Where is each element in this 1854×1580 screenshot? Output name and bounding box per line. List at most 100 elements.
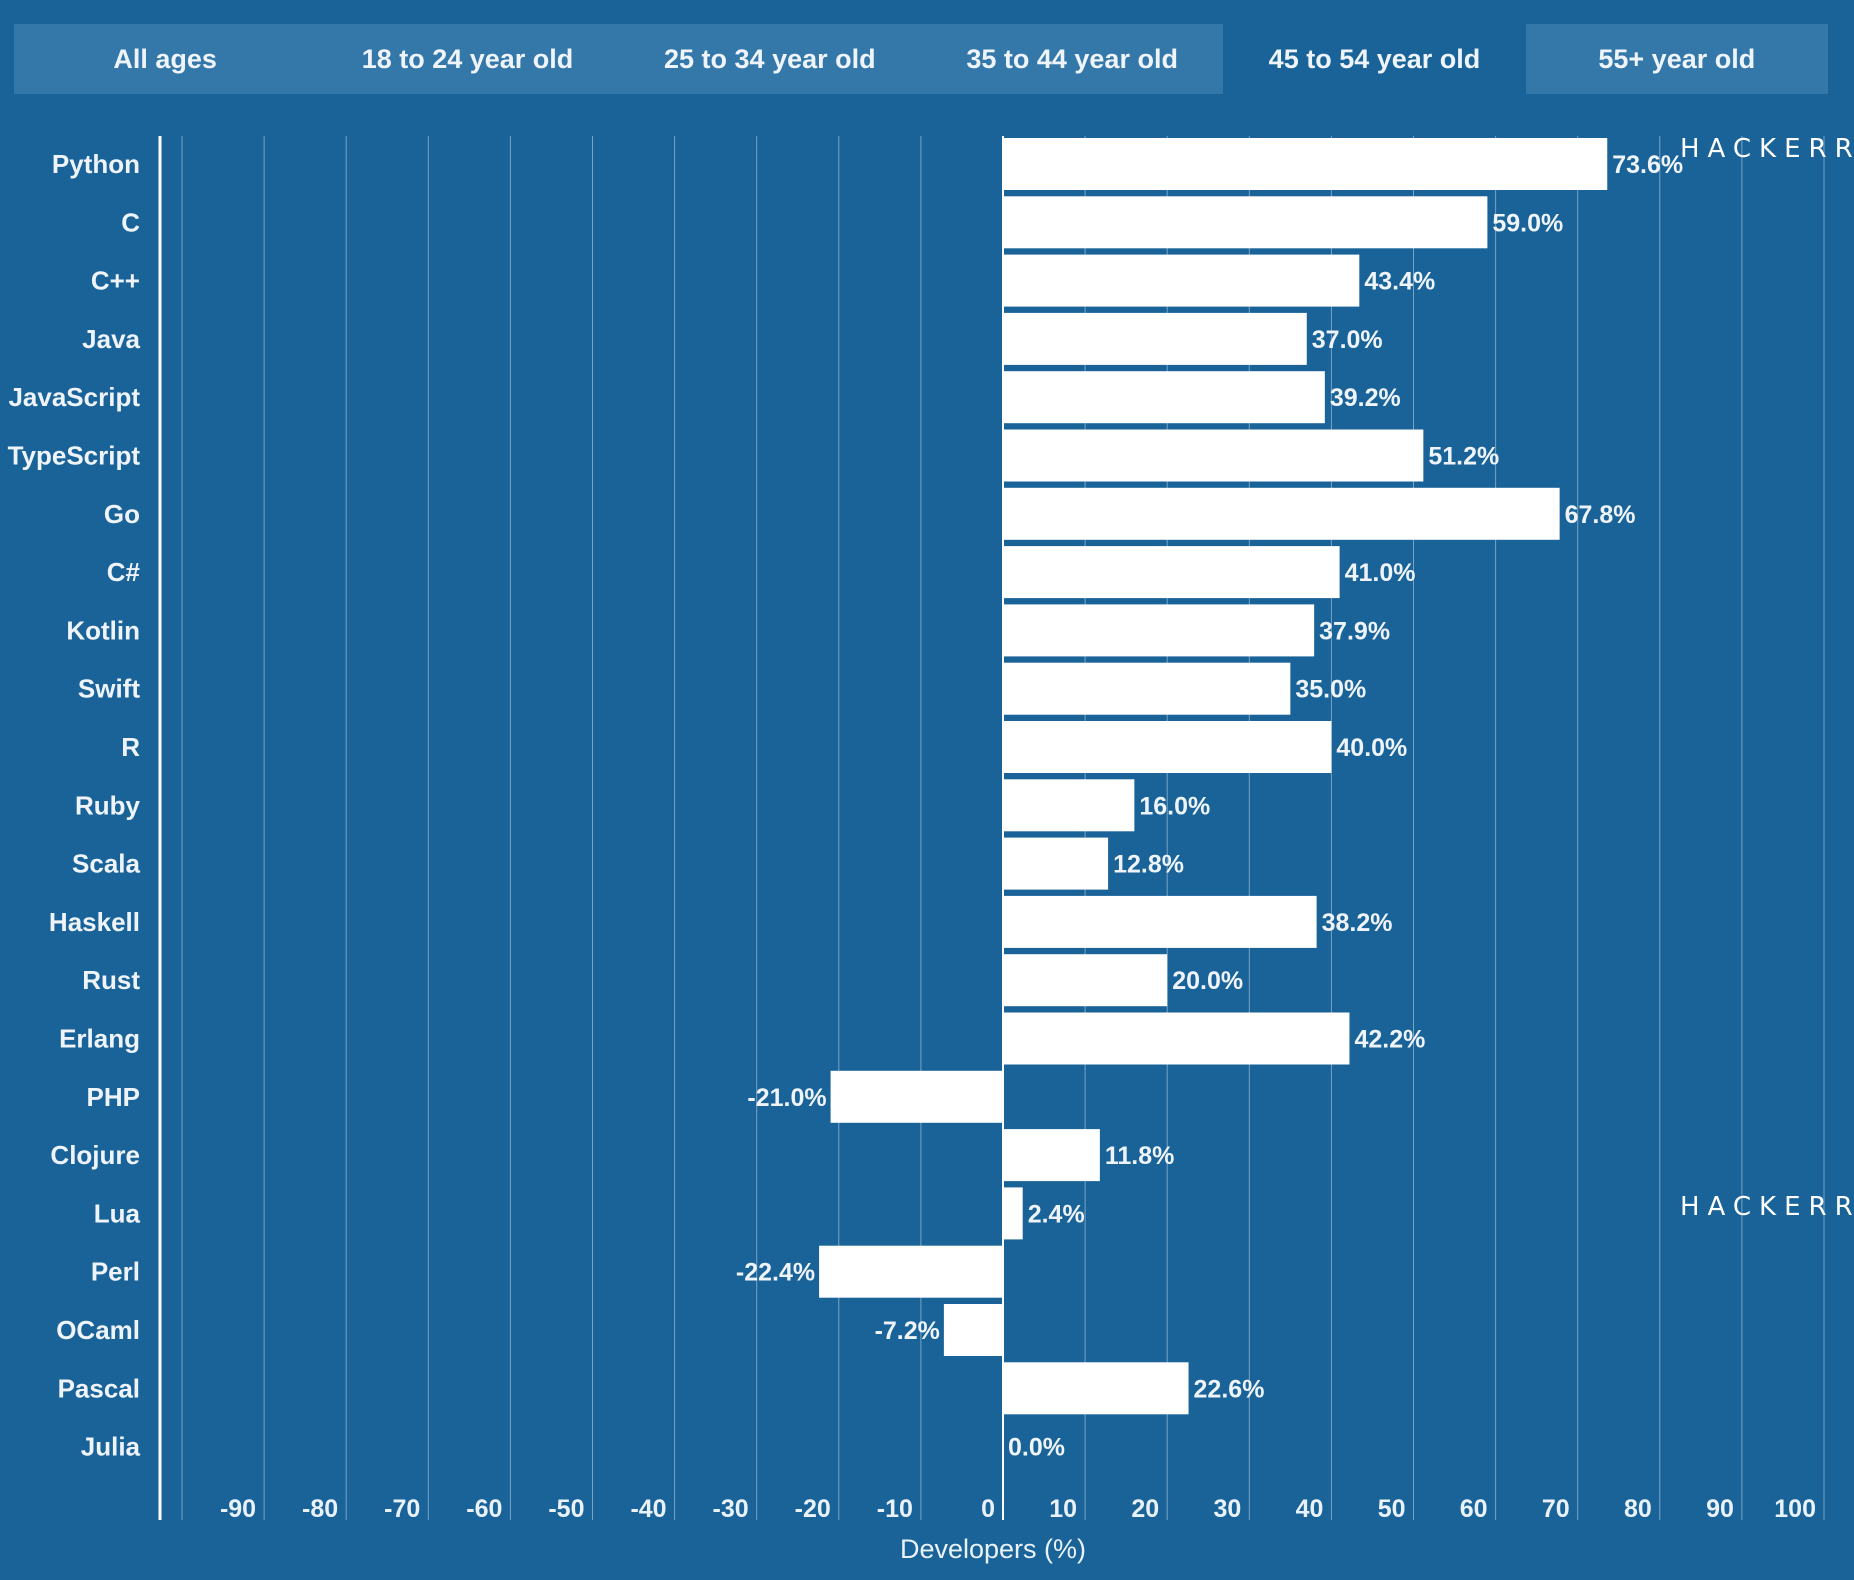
value-label-julia: 0.0% [1008, 1434, 1065, 1462]
x-tick-label: -90 [220, 1495, 256, 1523]
bar-ruby [1003, 779, 1135, 832]
gridlines [158, 136, 1825, 1520]
bar-haskell [1003, 895, 1317, 948]
value-label-csharp: 41.0% [1345, 559, 1416, 587]
x-tick-label: 90 [1706, 1495, 1734, 1523]
bar-erlang [1003, 1012, 1350, 1065]
bar-r [1003, 721, 1332, 773]
bar-rust [1003, 954, 1168, 1007]
value-label-lua: 2.4% [1028, 1200, 1085, 1228]
value-label-haskell: 38.2% [1322, 909, 1393, 937]
x-tick-label: -80 [302, 1495, 338, 1523]
category-label-c: C [121, 207, 140, 237]
category-label-pascal: Pascal [58, 1373, 140, 1403]
value-label-python: 73.6% [1612, 151, 1683, 179]
value-label-go: 67.8% [1565, 501, 1636, 529]
bar-ocaml [943, 1304, 1003, 1356]
category-label-typescript: TypeScript [8, 441, 141, 471]
category-label-python: Python [52, 149, 140, 179]
x-tick-label: 80 [1624, 1495, 1652, 1523]
bar-javascript [1003, 371, 1325, 424]
x-tick-label: -10 [877, 1495, 913, 1523]
tab-18-to-24[interactable]: 18 to 24 year old [361, 43, 574, 74]
category-label-r: R [121, 732, 140, 762]
value-label-c: 59.0% [1492, 209, 1563, 237]
category-label-java: Java [82, 324, 140, 354]
category-label-kotlin: Kotlin [66, 615, 140, 645]
category-labels: Python C C++ Java JavaScript TypeScript Go C# Ko… [8, 149, 141, 1462]
category-label-csharp: C# [107, 557, 141, 587]
tab-35-to-44[interactable]: 35 to 44 year old [966, 43, 1178, 74]
x-axis-label: Developers (%) [900, 1534, 1086, 1564]
x-tick-label: -60 [466, 1495, 502, 1523]
category-label-go: Go [104, 499, 140, 529]
category-label-swift: Swift [78, 674, 140, 704]
bar-python [1003, 138, 1608, 190]
tab-all-ages[interactable]: All ages [113, 43, 217, 74]
value-label-perl: -22.4% [736, 1259, 815, 1287]
category-label-lua: Lua [94, 1198, 141, 1228]
value-label-scala: 12.8% [1113, 851, 1184, 879]
value-label-cplusplus: 43.4% [1364, 268, 1435, 296]
value-label-kotlin: 37.9% [1319, 617, 1390, 645]
value-label-clojure: 11.8% [1105, 1142, 1175, 1170]
value-label-typescript: 51.2% [1428, 443, 1499, 471]
category-label-cplusplus: C++ [91, 266, 140, 296]
x-tick-label: 20 [1131, 1495, 1159, 1523]
value-label-javascript: 39.2% [1330, 384, 1401, 412]
x-tick-label: -20 [795, 1495, 831, 1523]
bar-csharp [1003, 546, 1340, 599]
value-labels: 73.6% 59.0% 43.4% 37.0% 39.2% 51.2% 67.8% 41.0%… [736, 151, 1683, 1462]
category-label-javascript: JavaScript [8, 382, 140, 412]
bar-swift [1003, 662, 1291, 715]
bar-c [1003, 196, 1488, 249]
category-label-ruby: Ruby [75, 790, 141, 820]
x-tick-labels: -90 -80 -70 -60 -50 -40 -30 -20 -10 0 10 20 30 40 50 60… [220, 1495, 1816, 1523]
x-tick-label: 100 [1774, 1495, 1816, 1523]
age-filter-tabs: All ages 18 to 24 year old 25 to 34 year… [14, 24, 1828, 94]
tab-25-to-34[interactable]: 25 to 34 year old [664, 43, 876, 74]
bars [819, 138, 1608, 1415]
value-label-java: 37.0% [1312, 326, 1383, 354]
bar-pascal [1003, 1362, 1189, 1415]
value-label-pascal: 22.6% [1194, 1375, 1265, 1403]
bar-kotlin [1003, 604, 1315, 657]
tab-45-to-54[interactable]: 45 to 54 year old [1223, 24, 1526, 94]
x-tick-label: 60 [1460, 1495, 1488, 1523]
x-tick-label: 70 [1542, 1495, 1570, 1523]
value-label-ruby: 16.0% [1139, 792, 1210, 820]
bar-go [1003, 487, 1560, 540]
category-label-scala: Scala [72, 849, 140, 879]
x-tick-label: 10 [1049, 1495, 1077, 1523]
bar-php [830, 1070, 1003, 1123]
x-tick-label: 30 [1213, 1495, 1241, 1523]
x-tick-label: -30 [713, 1495, 749, 1523]
category-label-clojure: Clojure [50, 1140, 140, 1170]
value-label-php: -21.0% [747, 1084, 826, 1112]
watermark-top: HACKERR [1680, 134, 1854, 164]
value-label-erlang: 42.2% [1354, 1026, 1425, 1054]
bar-lua [1003, 1187, 1023, 1240]
category-label-rust: Rust [82, 965, 140, 995]
bar-clojure [1003, 1129, 1100, 1182]
category-label-erlang: Erlang [59, 1024, 140, 1054]
value-label-swift: 35.0% [1295, 676, 1366, 704]
category-label-julia: Julia [81, 1432, 141, 1462]
category-label-perl: Perl [91, 1257, 140, 1287]
x-tick-label: 0 [981, 1495, 995, 1523]
value-label-rust: 20.0% [1172, 967, 1243, 995]
bar-cplusplus [1003, 254, 1360, 307]
tab-55-plus[interactable]: 55+ year old [1598, 43, 1756, 74]
value-label-ocaml: -7.2% [875, 1317, 940, 1345]
x-tick-label: -50 [548, 1495, 584, 1523]
x-tick-label: -70 [384, 1495, 420, 1523]
category-label-haskell: Haskell [49, 907, 140, 937]
bar-typescript [1003, 429, 1424, 482]
category-label-php: PHP [87, 1082, 140, 1112]
x-tick-label: 40 [1296, 1495, 1324, 1523]
bar-scala [1003, 837, 1109, 890]
x-tick-label: 50 [1378, 1495, 1406, 1523]
value-label-r: 40.0% [1336, 734, 1407, 762]
bar-perl [819, 1245, 1003, 1298]
